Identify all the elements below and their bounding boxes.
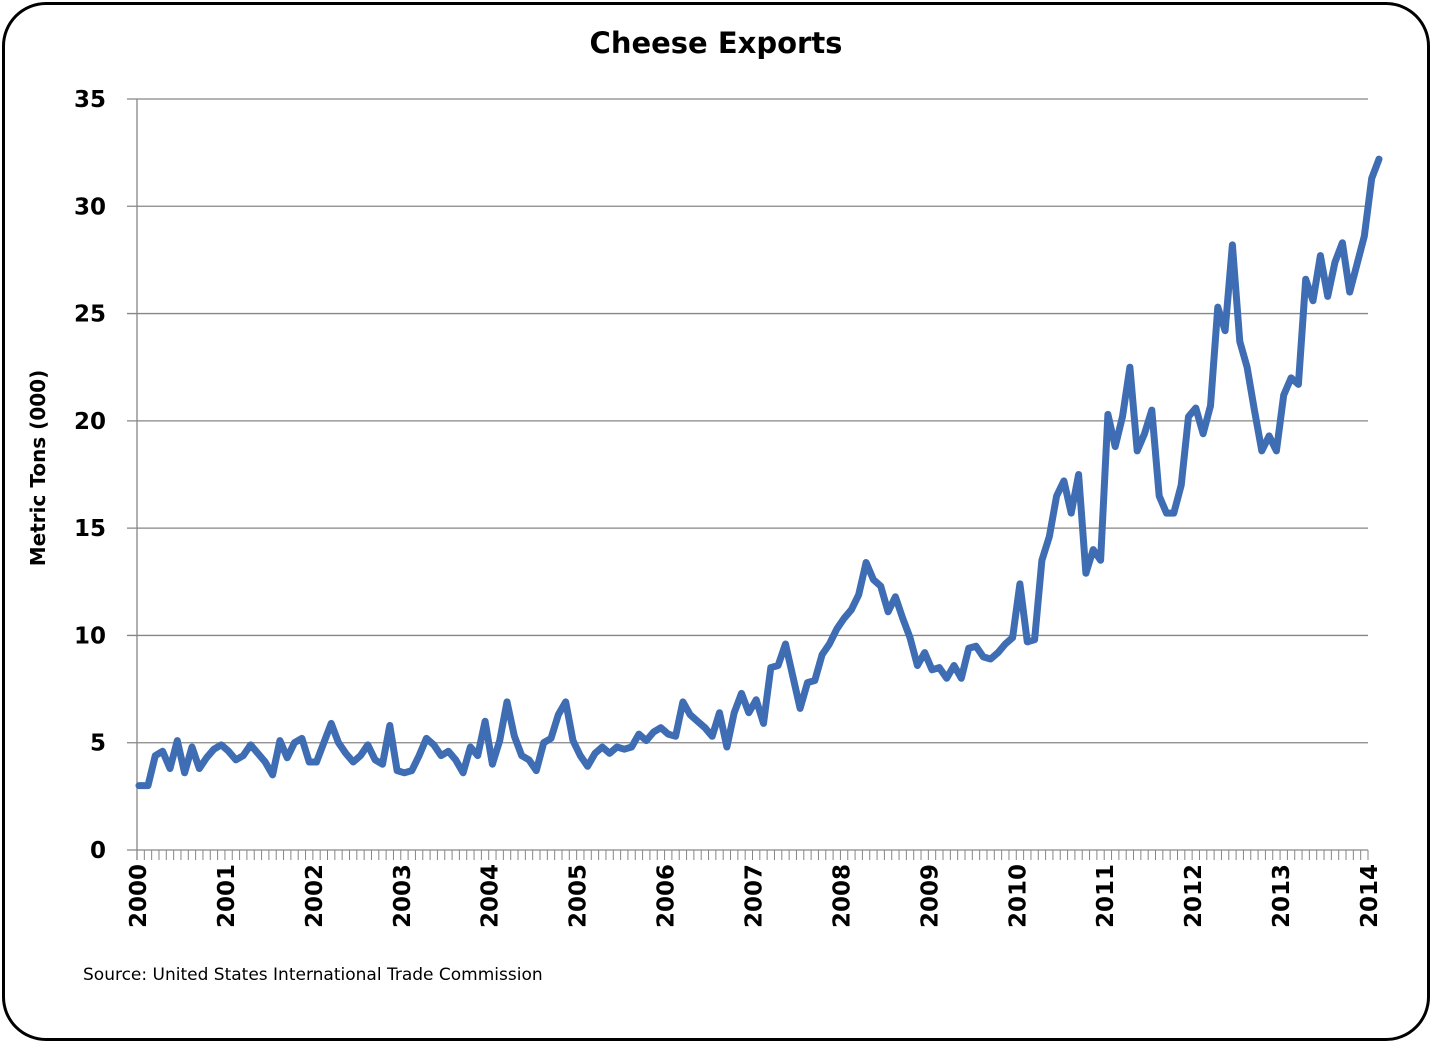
x-tick-label: 2010 — [1005, 864, 1031, 928]
x-tick-label: 2007 — [742, 864, 768, 928]
y-axis-label: Metric Tons (000) — [26, 370, 50, 566]
chart-title: Cheese Exports — [589, 26, 843, 60]
x-tick-label: 2014 — [1357, 864, 1383, 928]
x-tick-label: 2002 — [302, 864, 328, 928]
series-line — [135, 155, 1383, 790]
x-tick-label: 2011 — [1093, 864, 1119, 928]
x-tick-label: 2005 — [566, 864, 592, 928]
y-tick-label: 20 — [74, 409, 106, 435]
x-tick-label: 2003 — [390, 864, 416, 928]
gridlines — [127, 98, 1368, 744]
x-tick-label: 2009 — [917, 864, 943, 928]
x-tick-label: 2012 — [1181, 864, 1207, 928]
x-tick-labels: 2000 2001 2002 2003 2004 2005 2006 2007 2008 2009… — [126, 864, 1383, 928]
x-tick-label: 2004 — [478, 864, 504, 928]
x-tick-label: 2013 — [1269, 864, 1295, 928]
x-tick-label: 2006 — [654, 864, 680, 928]
axes — [127, 99, 1369, 860]
y-tick-label: 10 — [74, 623, 106, 649]
y-tick-label: 0 — [90, 838, 106, 864]
x-tick-label: 2001 — [214, 864, 240, 928]
x-tick-label: 2000 — [126, 864, 152, 928]
y-tick-label: 25 — [74, 302, 106, 328]
y-tick-labels: 0 5 10 15 20 25 30 35 — [74, 87, 106, 864]
y-tick-label: 35 — [74, 87, 106, 113]
y-tick-label: 30 — [74, 194, 106, 220]
series-group — [135, 155, 1383, 790]
y-tick-label: 15 — [74, 516, 106, 542]
source-note: Source: United States International Trad… — [83, 965, 543, 985]
x-tick-label: 2008 — [829, 864, 855, 928]
y-tick-label: 5 — [90, 731, 106, 757]
